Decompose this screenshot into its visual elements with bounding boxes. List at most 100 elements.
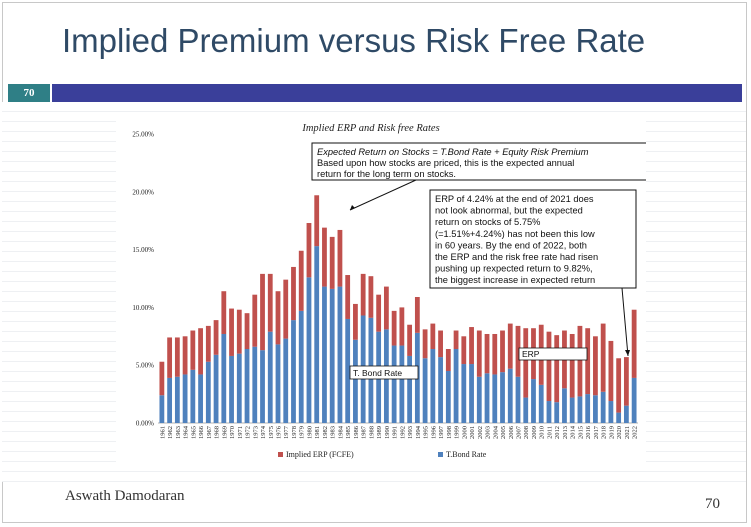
bar-tbond-1998 — [445, 370, 451, 423]
erp-label-box — [518, 347, 588, 361]
bar-erp-2006 — [507, 323, 513, 369]
bar-erp-2000 — [461, 336, 467, 365]
bar-tbond-1975 — [267, 331, 273, 423]
bar-erp-1983 — [329, 236, 335, 289]
x-tick-label: 1992 — [399, 426, 406, 439]
x-tick-label: 1994 — [415, 425, 422, 439]
x-axis: 1961 1962 1963 1964 1965 1966 1967 1968 1969 1970… — [159, 425, 638, 439]
expected-return-arrow — [349, 179, 417, 211]
erp-note-line: the biggest increase in expected return — [435, 275, 595, 285]
x-tick-label: 2003 — [485, 426, 492, 439]
bar-tbond-1991 — [391, 345, 397, 423]
x-tick-label: 1961 — [159, 426, 166, 439]
x-tick-label: 2020 — [616, 426, 623, 439]
bar-erp-1987 — [360, 273, 366, 316]
bar-erp-1962 — [167, 337, 173, 378]
bar-tbond-2007 — [515, 376, 521, 423]
erp-note-line: pushing up rexpected return to 9.82%, — [435, 264, 593, 274]
bar-tbond-2014 — [569, 397, 575, 423]
x-tick-label: 2013 — [562, 426, 569, 439]
x-tick-label: 2022 — [632, 426, 639, 439]
y-tick-label: 15.00% — [132, 246, 154, 254]
x-tick-label: 1964 — [183, 425, 190, 439]
bar-erp-1966 — [198, 328, 203, 375]
bar-tbond-2009 — [531, 379, 536, 423]
x-tick-label: 1976 — [276, 425, 283, 439]
bar-tbond-1992 — [399, 345, 405, 423]
bar-tbond-2019 — [608, 401, 614, 423]
erp-note-arrow — [621, 287, 629, 357]
bar-tbond-1983 — [329, 288, 335, 423]
bar-tbond-2005 — [500, 372, 505, 423]
bar-tbond-2004 — [492, 374, 498, 423]
bar-erp-1996 — [430, 323, 436, 350]
bar-erp-1994 — [414, 296, 420, 333]
bar-tbond-1972 — [244, 349, 250, 423]
erp-note-line: return on stocks of 5.75% — [435, 217, 540, 227]
x-tick-label: 2011 — [546, 426, 553, 439]
bar-tbond-1986 — [353, 339, 358, 423]
bar-tbond-1999 — [453, 349, 459, 423]
bar-tbond-2001 — [469, 364, 474, 423]
x-tick-label: 2017 — [593, 425, 600, 439]
x-tick-label: 2016 — [585, 425, 592, 439]
bar-erp-1999 — [453, 330, 459, 350]
bar-tbond-1981 — [314, 246, 320, 423]
x-tick-label: 2001 — [469, 426, 476, 439]
bar-erp-2022 — [631, 309, 637, 378]
bar-erp-1992 — [399, 307, 405, 346]
expected-return-box — [311, 142, 648, 181]
bar-tbond-2015 — [577, 396, 583, 423]
y-tick-label: 10.00% — [132, 304, 154, 312]
x-tick-label: 2014 — [570, 425, 577, 439]
bar-erp-1969 — [221, 291, 227, 334]
erp-note-line: the ERP and the risk free rate had risen — [435, 252, 598, 262]
x-tick-label: 2000 — [461, 426, 468, 439]
bar-erp-1985 — [345, 275, 351, 319]
x-tick-label: 1983 — [330, 426, 337, 439]
bar-erp-1988 — [368, 276, 374, 318]
x-tick-label: 2018 — [601, 426, 608, 439]
bar-tbond-2018 — [600, 391, 606, 423]
x-tick-label: 1980 — [306, 426, 313, 439]
bar-tbond-2000 — [461, 364, 467, 423]
bar-tbond-2020 — [616, 412, 622, 423]
bar-tbond-2012 — [554, 402, 560, 423]
x-tick-label: 1990 — [384, 426, 391, 439]
x-tick-label: 1977 — [283, 425, 290, 439]
bar-erp-2017 — [593, 336, 598, 396]
bar-erp-1982 — [322, 227, 327, 287]
erp-note-arrowhead — [625, 350, 630, 356]
x-tick-label: 1996 — [430, 425, 437, 439]
x-tick-label: 1998 — [446, 426, 453, 439]
bar-erp-1981 — [314, 195, 320, 247]
bar-tbond-2003 — [484, 373, 490, 423]
bar-erp-2004 — [492, 333, 498, 375]
x-tick-label: 1971 — [237, 426, 244, 439]
expected-return-line: Based upon how stocks are priced, this i… — [317, 158, 574, 168]
x-tick-label: 1982 — [322, 426, 329, 439]
bar-tbond-1985 — [345, 318, 351, 423]
erp-note-line: not look abnormal, but the expected — [435, 206, 583, 216]
bar-series — [159, 195, 637, 423]
bar-erp-1984 — [337, 229, 343, 287]
bar-tbond-2002 — [476, 376, 482, 423]
x-tick-label: 1973 — [252, 426, 259, 439]
x-tick-label: 1978 — [291, 426, 298, 439]
bar-tbond-1971 — [236, 353, 242, 423]
bar-tbond-1964 — [182, 374, 188, 423]
bar-erp-1978 — [291, 266, 296, 321]
bar-erp-2002 — [476, 330, 482, 377]
bar-tbond-2013 — [562, 388, 567, 423]
title-bar — [52, 84, 742, 102]
x-tick-label: 1966 — [198, 425, 205, 439]
x-tick-label: 1970 — [229, 426, 236, 439]
legend: Implied ERP (FCFE) T.Bond Rate — [278, 450, 487, 459]
bar-erp-1990 — [383, 286, 389, 330]
y-tick-label: 25.00% — [132, 131, 154, 139]
bar-tbond-1968 — [213, 354, 219, 423]
bar-tbond-1974 — [260, 350, 265, 423]
bar-tbond-1963 — [174, 376, 180, 423]
bar-erp-2016 — [585, 328, 591, 395]
bar-erp-1993 — [407, 324, 413, 356]
